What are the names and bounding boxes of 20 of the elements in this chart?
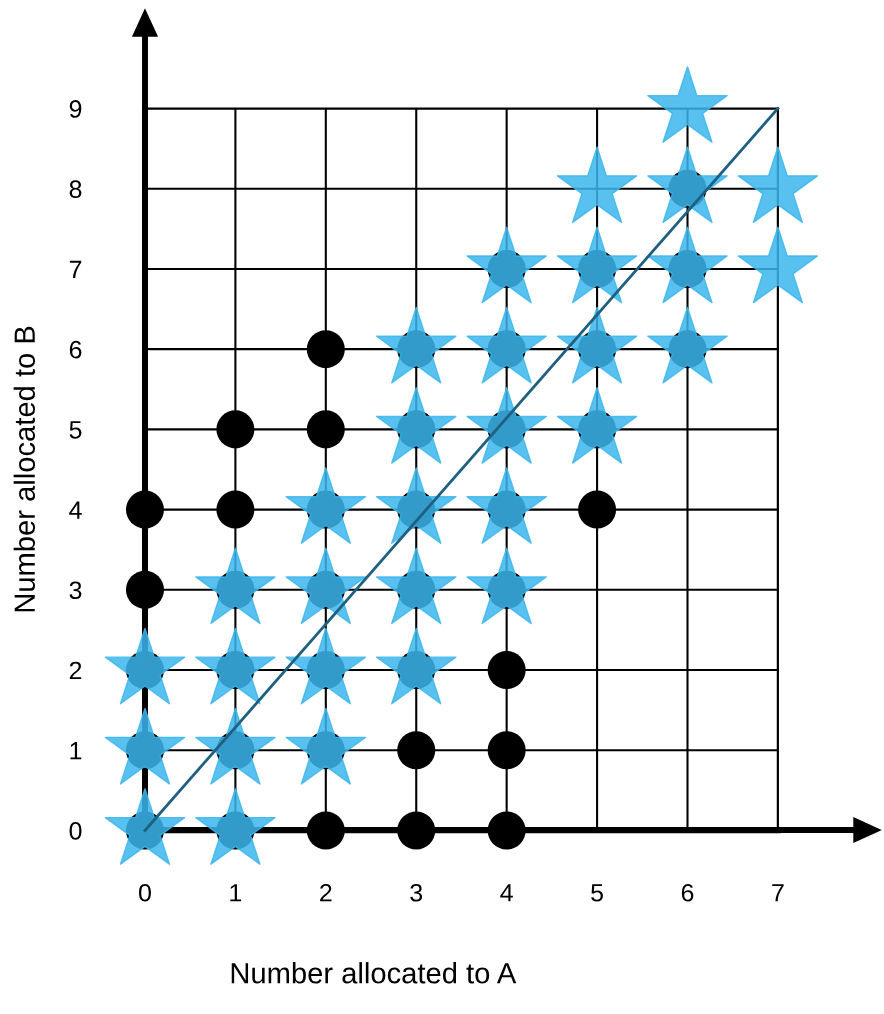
y-tick-label: 9 (69, 100, 82, 118)
x-axis-title: Number allocated to A (231, 962, 517, 984)
y-tick-label: 7 (69, 260, 82, 278)
x-tick-label: 2 (320, 883, 332, 902)
y-tick-label: 8 (69, 180, 82, 199)
x-tick-label: 4 (500, 884, 513, 902)
x-tick-label: 7 (772, 884, 784, 902)
y-tick-label: 3 (69, 581, 82, 600)
y-tick-label: 6 (69, 340, 82, 359)
x-tick-label: 0 (139, 883, 151, 902)
y-tick-label: 1 (70, 742, 82, 760)
x-tick-label: 3 (410, 883, 423, 902)
y-tick-label: 5 (69, 421, 82, 439)
x-tick-label: 6 (681, 883, 694, 902)
x-tick-label: 1 (230, 884, 242, 902)
x-tick-label: 5 (591, 884, 603, 902)
y-tick-label: 2 (69, 661, 82, 680)
y-tick-label: 4 (69, 501, 82, 519)
y-tick-label: 0 (69, 822, 82, 840)
y-axis-title: Number allocated to B (13, 326, 36, 612)
